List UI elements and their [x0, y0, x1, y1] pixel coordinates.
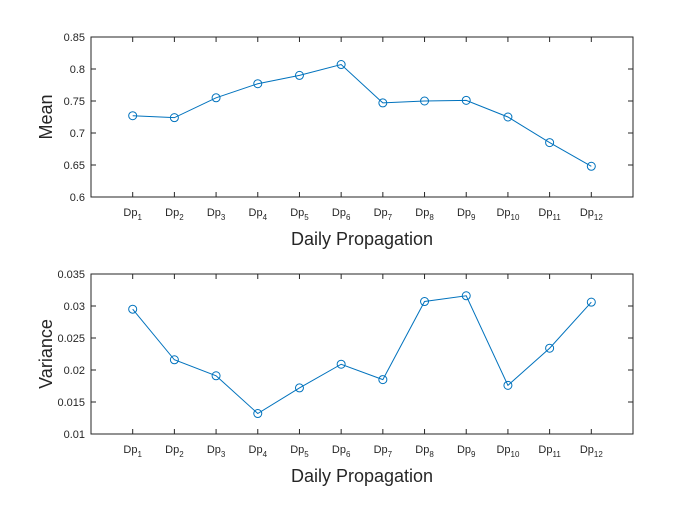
variance-series-line [132, 295, 592, 415]
mean-data-point [461, 95, 471, 105]
variance-xlabel: Daily Propagation [291, 466, 433, 486]
variance-plot-frame [90, 273, 634, 435]
variance-data-point [128, 304, 138, 314]
mean-xtick-label: Dp3 [207, 207, 226, 222]
mean-xtick-label: Dp7 [374, 207, 393, 222]
variance-data-point [211, 371, 221, 381]
variance-ytick-label: 0.01 [64, 429, 85, 441]
variance-data-point [169, 355, 179, 365]
variance-data-point [294, 383, 304, 393]
variance-xtick-label: Dp10 [496, 444, 520, 459]
variance-xtick-label: Dp4 [249, 444, 268, 459]
mean-data-point [503, 112, 513, 122]
mean-xtick-label: Dp4 [249, 207, 268, 222]
variance-ytick-label: 0.035 [57, 269, 85, 281]
mean-xlabel: Daily Propagation [291, 229, 433, 249]
variance-xtick-label: Dp1 [123, 444, 142, 459]
mean-xtick-label: Dp10 [496, 207, 520, 222]
variance-xtick-label: Dp7 [374, 444, 393, 459]
mean-data-point [420, 96, 430, 106]
mean-xtick-label: Dp1 [123, 207, 142, 222]
mean-ytick-label: 0.65 [64, 160, 85, 172]
mean-ytick-label: 0.6 [70, 192, 85, 204]
mean-data-point [253, 79, 263, 89]
mean-ylabel: Mean [36, 94, 56, 139]
mean-data-point [211, 93, 221, 103]
variance-xtick-label: Dp2 [165, 444, 184, 459]
mean-axes: 0.6 0.65 0.7 0.75 0.8 0.85 Dp1 Dp2 Dp3 Dp4 Dp5 Dp6 D… [36, 32, 634, 249]
variance-xtick-label: Dp3 [207, 444, 226, 459]
variance-axes: 0.01 0.015 0.02 0.025 0.03 0.035 Dp1 Dp2 Dp3 Dp4 D… [36, 269, 634, 486]
mean-ytick-label: 0.75 [64, 96, 85, 108]
variance-data-point [586, 297, 596, 307]
mean-data-point [294, 70, 304, 80]
mean-data-point [378, 98, 388, 108]
mean-data-point [169, 113, 179, 123]
variance-ytick-label: 0.015 [57, 397, 85, 409]
variance-xtick-label: Dp8 [415, 444, 434, 459]
mean-data-point [586, 161, 596, 171]
mean-data-point [336, 60, 346, 70]
variance-data-point [503, 380, 513, 390]
mean-xtick-label: Dp9 [457, 207, 476, 222]
variance-xtick-label: Dp5 [290, 444, 309, 459]
mean-plot-frame [90, 36, 634, 198]
variance-ytick-label: 0.03 [64, 301, 85, 313]
variance-data-point [336, 359, 346, 369]
mean-xtick-label: Dp8 [415, 207, 434, 222]
mean-xtick-label: Dp6 [332, 207, 351, 222]
variance-xtick-label: Dp6 [332, 444, 351, 459]
variance-ytick-label: 0.02 [64, 365, 85, 377]
mean-ytick-label: 0.85 [64, 32, 85, 44]
mean-xtick-label: Dp5 [290, 207, 309, 222]
variance-data-point [253, 409, 263, 419]
variance-data-point [420, 297, 430, 307]
variance-data-point [461, 291, 471, 301]
mean-data-point [545, 138, 555, 148]
variance-ytick-label: 0.025 [57, 333, 85, 345]
mean-data-point [128, 111, 138, 121]
mean-series-line [132, 63, 592, 167]
variance-data-point [545, 343, 555, 353]
mean-ytick-label: 0.8 [70, 64, 85, 76]
mean-xtick-label: Dp12 [580, 207, 604, 222]
mean-xtick-label: Dp2 [165, 207, 184, 222]
variance-xtick-label: Dp11 [538, 444, 561, 459]
variance-xtick-label: Dp12 [580, 444, 604, 459]
variance-ylabel: Variance [36, 319, 56, 389]
variance-xtick-label: Dp9 [457, 444, 476, 459]
mean-xtick-label: Dp11 [538, 207, 561, 222]
variance-data-point [378, 375, 388, 385]
mean-ytick-label: 0.7 [70, 128, 85, 140]
